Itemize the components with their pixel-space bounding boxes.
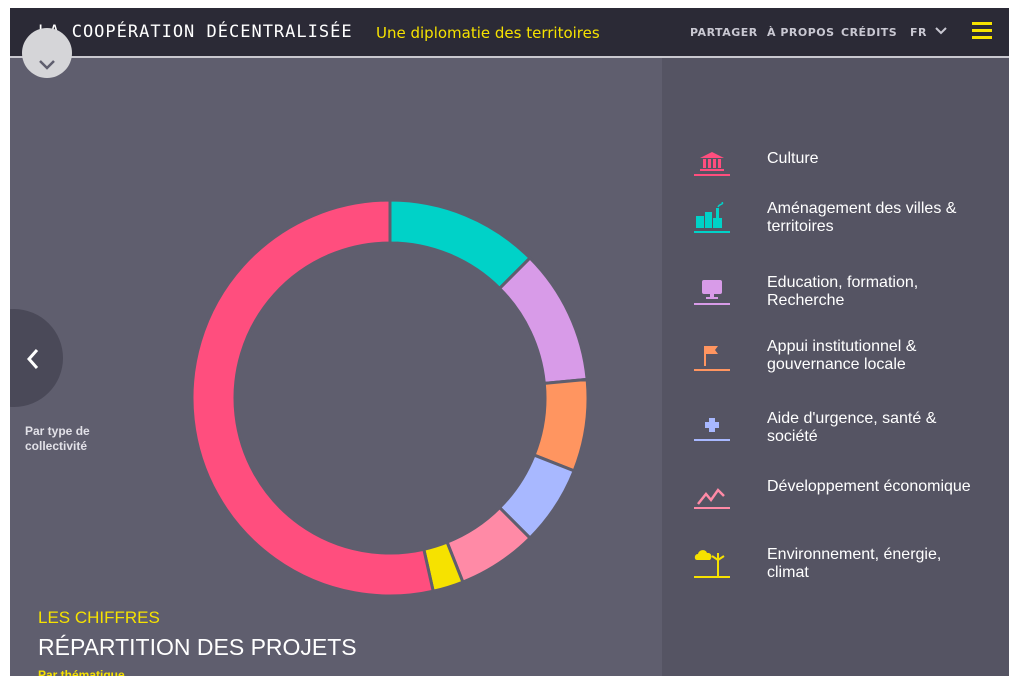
- scroll-down-button[interactable]: [22, 28, 72, 78]
- chart-panel: Par type de collectivité LES CHIFFRES RÉ…: [10, 28, 662, 676]
- legend-label: Culture: [767, 150, 819, 167]
- donut-slice-0[interactable]: [388, 198, 533, 291]
- computer-icon: [694, 280, 730, 305]
- city-icon: [694, 202, 730, 233]
- chevron-down-icon: [935, 27, 948, 35]
- previous-chart-label[interactable]: Par type de collectivité: [25, 424, 90, 453]
- growth-chart-icon: [694, 488, 730, 509]
- legend-label: Environnement, énergie, climat: [767, 546, 942, 581]
- language-select[interactable]: FR: [910, 26, 948, 39]
- chart-subtitle: Par thématique: [38, 668, 125, 676]
- legend-item-environment[interactable]: Environnement, énergie, climat: [692, 542, 992, 592]
- language-label: FR: [910, 26, 927, 39]
- weather-wind-turbine-icon: [694, 550, 730, 578]
- chevron-left-icon: [26, 349, 39, 369]
- legend-item-urban-planning[interactable]: Aménagement des villes & territoires: [692, 198, 992, 248]
- section-kicker: LES CHIFFRES: [38, 608, 160, 627]
- legend-item-education[interactable]: Education, formation, Recherche: [692, 272, 992, 322]
- nav-about[interactable]: À PROPOS: [767, 26, 835, 39]
- app-frame: LA COOPÉRATION DÉCENTRALISÉE Une diploma…: [10, 8, 1009, 676]
- donut-chart: [190, 198, 590, 598]
- legend-item-emergency-aid[interactable]: Aide d'urgence, santé & société: [692, 406, 992, 456]
- legend-item-institutional[interactable]: Appui institutionnel & gouvernance local…: [692, 336, 992, 386]
- nav-share[interactable]: PARTAGER: [690, 26, 758, 39]
- site-title[interactable]: LA COOPÉRATION DÉCENTRALISÉE: [38, 22, 353, 42]
- museum-icon: [694, 152, 730, 176]
- legend-label: Aménagement des villes & territoires: [767, 200, 957, 235]
- previous-chart-button[interactable]: [10, 309, 63, 407]
- donut-slice-1[interactable]: [497, 255, 589, 386]
- legend-label: Appui institutionnel & gouvernance local…: [767, 338, 917, 373]
- legend-item-culture[interactable]: Culture: [692, 148, 992, 198]
- site-tagline: Une diplomatie des territoires: [376, 24, 600, 42]
- chevron-down-icon: [39, 60, 55, 70]
- nav-credits[interactable]: CRÉDITS: [841, 26, 898, 39]
- chart-title: RÉPARTITION DES PROJETS: [38, 634, 357, 660]
- legend-label: Développement économique: [767, 478, 971, 495]
- legend-label: Education, formation, Recherche: [767, 274, 919, 309]
- flag-icon: [694, 346, 730, 371]
- medical-cross-icon: [694, 418, 730, 441]
- top-bar: LA COOPÉRATION DÉCENTRALISÉE Une diploma…: [10, 8, 1009, 58]
- donut-slice-6[interactable]: [190, 198, 435, 598]
- legend-item-economic-development[interactable]: Développement économique: [692, 474, 992, 524]
- legend-label: Aide d'urgence, santé & société: [767, 410, 937, 445]
- legend-panel: Culture Aménagement des villes & territo…: [662, 58, 1009, 676]
- menu-icon[interactable]: [972, 22, 992, 40]
